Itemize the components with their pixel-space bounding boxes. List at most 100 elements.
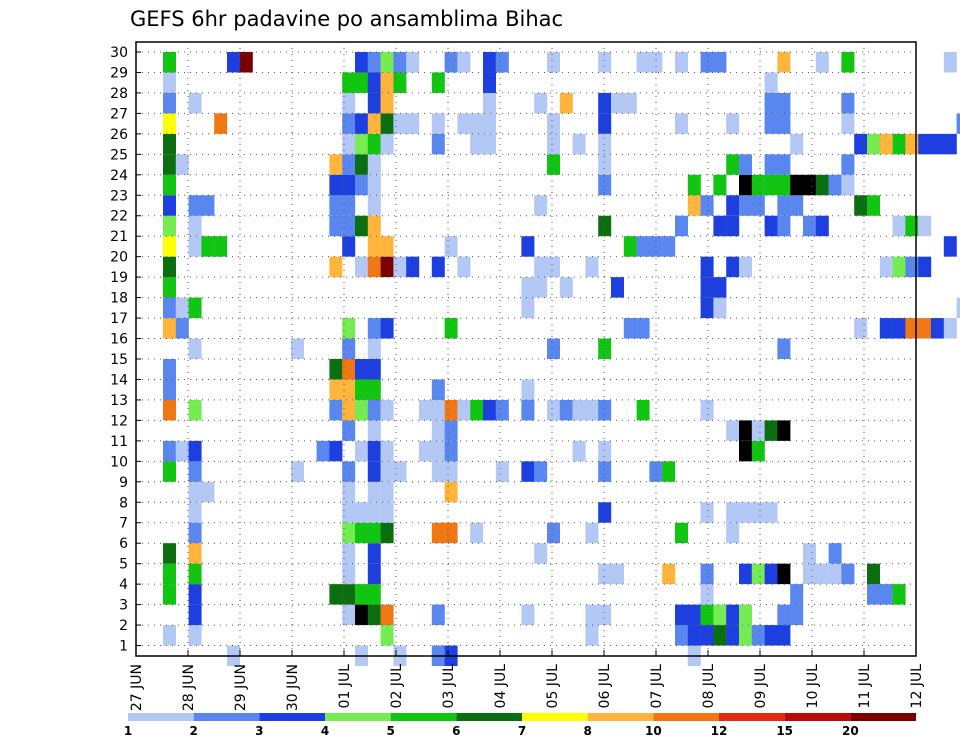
heatmap-cell xyxy=(687,174,701,196)
y-tick-label: 20 xyxy=(110,250,128,266)
heatmap-cell xyxy=(495,399,509,421)
heatmap-cell xyxy=(547,52,560,73)
heatmap-cell xyxy=(777,420,791,441)
y-tick-label: 25 xyxy=(110,147,128,163)
y-tick-label: 30 xyxy=(110,45,128,61)
heatmap-cell xyxy=(355,379,368,400)
heatmap-cell xyxy=(739,256,752,278)
heatmap-cell xyxy=(700,563,714,585)
heatmap-cell xyxy=(367,52,381,73)
heatmap-cell xyxy=(214,236,228,257)
heatmap-cell xyxy=(700,52,714,73)
heatmap-cell xyxy=(163,174,176,196)
heatmap-cell xyxy=(342,420,356,441)
heatmap-cell xyxy=(943,133,957,155)
heatmap-cell xyxy=(188,440,202,462)
heatmap-cell xyxy=(342,113,356,134)
heatmap-cell xyxy=(803,563,816,585)
y-tick-label: 9 xyxy=(119,475,128,491)
heatmap-cell xyxy=(598,52,612,73)
color-scale-label: 8 xyxy=(583,724,591,738)
heatmap-cell xyxy=(163,543,176,564)
heatmap-cell xyxy=(598,215,612,237)
color-scale: 1 2 3 4 5 6 7 8 10 12 15 20 xyxy=(124,713,916,738)
heatmap-cell xyxy=(163,563,176,585)
heatmap-cell xyxy=(726,625,740,646)
heatmap-cell xyxy=(444,481,458,503)
heatmap-cell xyxy=(700,604,714,626)
heatmap-cell xyxy=(329,440,343,462)
heatmap-cell xyxy=(175,440,189,462)
heatmap-cell xyxy=(675,625,688,646)
heatmap-cell xyxy=(790,195,804,216)
heatmap-cell xyxy=(444,236,458,257)
heatmap-cell xyxy=(342,72,356,93)
heatmap-cell xyxy=(764,72,778,93)
heatmap-cell xyxy=(342,338,356,359)
heatmap-cell xyxy=(751,420,765,441)
heatmap-cell xyxy=(764,563,778,585)
heatmap-cell xyxy=(739,174,752,196)
x-tick-label: 06 JUL xyxy=(597,664,613,709)
heatmap-cell xyxy=(355,113,368,134)
heatmap-cell xyxy=(367,481,381,503)
heatmap-cell xyxy=(355,604,368,626)
heatmap-cell xyxy=(188,522,202,544)
heatmap-cell xyxy=(675,522,688,544)
heatmap-cell xyxy=(483,72,496,93)
y-tick-label: 23 xyxy=(110,188,128,204)
heatmap-cell xyxy=(726,522,740,544)
heatmap-cell xyxy=(739,195,752,216)
heatmap-cell xyxy=(470,522,484,544)
heatmap-cell xyxy=(764,174,778,196)
heatmap-cell xyxy=(367,256,381,278)
heatmap-cell xyxy=(687,195,701,216)
heatmap-cell xyxy=(444,440,458,462)
heatmap-cell xyxy=(431,72,445,93)
heatmap-cell xyxy=(188,604,202,626)
heatmap-cell xyxy=(751,440,765,462)
heatmap-cell xyxy=(355,584,368,605)
heatmap-cell xyxy=(611,277,624,298)
heatmap-cell xyxy=(572,440,586,462)
heatmap-cell xyxy=(380,399,394,421)
heatmap-cell xyxy=(188,338,202,359)
y-tick-label: 4 xyxy=(119,577,128,593)
color-scale-label: 7 xyxy=(518,724,526,738)
x-tick-label: 30 JUN xyxy=(285,664,301,711)
color-scale-swatch xyxy=(784,713,851,721)
heatmap-cell xyxy=(163,277,176,298)
heatmap-cell xyxy=(342,92,356,114)
heatmap-cell xyxy=(342,522,356,544)
heatmap-cell xyxy=(931,133,944,155)
heatmap-cell xyxy=(380,236,394,257)
heatmap-cell xyxy=(163,92,176,114)
heatmap-cell xyxy=(291,461,304,482)
heatmap-cell xyxy=(559,399,573,421)
heatmap-cell xyxy=(367,359,381,380)
y-tick-label: 28 xyxy=(110,86,128,102)
heatmap-cell xyxy=(918,133,932,155)
heatmap-cell xyxy=(931,318,944,339)
heatmap-cell xyxy=(342,502,356,523)
y-tick-label: 11 xyxy=(110,434,128,450)
color-scale-swatch xyxy=(193,713,260,721)
heatmap-cell xyxy=(367,604,381,626)
heatmap-cells xyxy=(163,52,960,666)
heatmap-cell xyxy=(355,399,368,421)
color-scale-swatch xyxy=(325,713,391,721)
heatmap-cell xyxy=(380,440,394,462)
heatmap-cell xyxy=(419,440,432,462)
heatmap-cell xyxy=(342,399,356,421)
x-tick-label: 27 JUN xyxy=(129,664,145,711)
heatmap-cell xyxy=(163,440,176,462)
heatmap-cell xyxy=(892,584,906,605)
heatmap-cell xyxy=(636,236,650,257)
heatmap-cell xyxy=(393,52,407,73)
heatmap-cell xyxy=(892,215,906,237)
heatmap-cell xyxy=(188,563,202,585)
y-tick-label: 27 xyxy=(110,106,128,122)
heatmap-cell xyxy=(367,461,381,482)
heatmap-cell xyxy=(342,195,356,216)
